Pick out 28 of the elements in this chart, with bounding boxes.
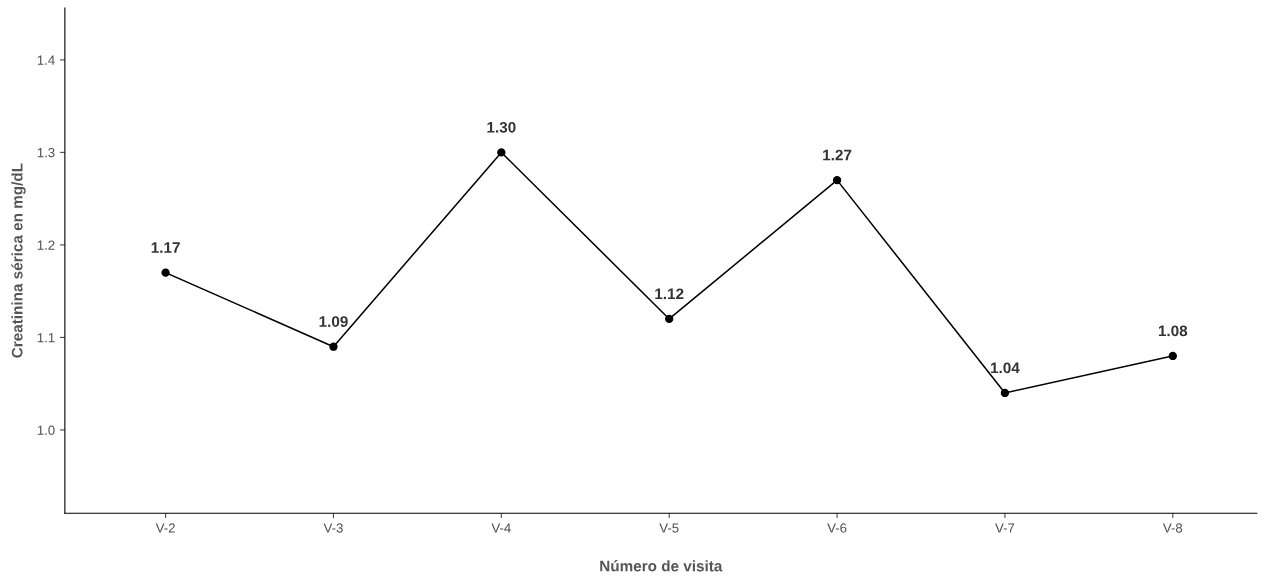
- y-tick-label: 1.0: [37, 425, 55, 435]
- x-tick-label: V-5: [659, 523, 679, 533]
- point: [1168, 351, 1177, 361]
- y-axis-title: Creatinina sérica en mg/dL: [11, 163, 26, 358]
- point: [497, 148, 506, 157]
- x-tick-label: V-8: [1162, 523, 1183, 533]
- data-label: 1.30: [487, 121, 516, 133]
- x-tick-label: V-2: [155, 523, 175, 533]
- y-tick-label: 1.1: [37, 333, 55, 343]
- point: [1000, 388, 1010, 398]
- point: [665, 314, 674, 324]
- data-label: 1.04: [991, 362, 1020, 374]
- x-axis-title: Número de visita: [600, 560, 723, 572]
- data-label: 1.09: [319, 316, 348, 327]
- y-tick-label: 1.4: [37, 55, 55, 65]
- point: [329, 342, 338, 351]
- x-tick-label: V-6: [827, 523, 847, 533]
- y-tick-label: 1.2: [37, 240, 55, 250]
- data-label: 1.17: [151, 242, 180, 253]
- x-tick-label: V-7: [995, 523, 1015, 533]
- point: [161, 268, 170, 277]
- data-label: 1.12: [655, 288, 684, 300]
- y-tick-label: 1.3: [37, 147, 55, 158]
- point: [832, 175, 842, 185]
- data-label: 1.27: [823, 149, 852, 161]
- x-tick-label: V-4: [491, 523, 511, 533]
- x-tick-label: V-3: [323, 523, 343, 533]
- data-label: 1.08: [1158, 325, 1188, 337]
